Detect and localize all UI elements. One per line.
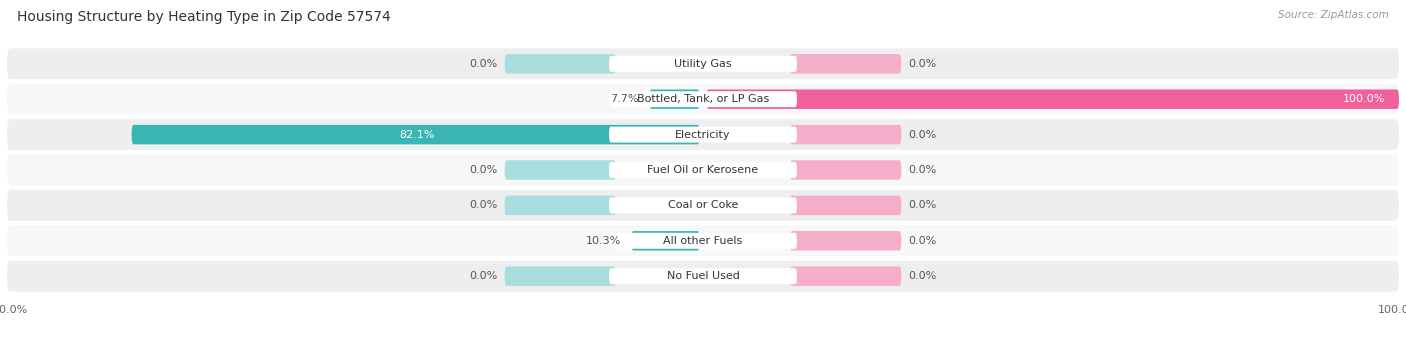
FancyBboxPatch shape bbox=[7, 225, 1399, 256]
Text: Housing Structure by Heating Type in Zip Code 57574: Housing Structure by Heating Type in Zip… bbox=[17, 10, 391, 24]
FancyBboxPatch shape bbox=[609, 56, 797, 72]
FancyBboxPatch shape bbox=[7, 119, 1399, 150]
FancyBboxPatch shape bbox=[609, 126, 797, 142]
FancyBboxPatch shape bbox=[7, 190, 1399, 221]
Text: 0.0%: 0.0% bbox=[908, 200, 936, 210]
Text: All other Fuels: All other Fuels bbox=[664, 236, 742, 246]
Text: Bottled, Tank, or LP Gas: Bottled, Tank, or LP Gas bbox=[637, 94, 769, 104]
Text: Utility Gas: Utility Gas bbox=[675, 59, 731, 69]
Text: 0.0%: 0.0% bbox=[470, 200, 498, 210]
Text: 0.0%: 0.0% bbox=[908, 165, 936, 175]
Text: No Fuel Used: No Fuel Used bbox=[666, 271, 740, 281]
FancyBboxPatch shape bbox=[790, 231, 901, 251]
Text: Electricity: Electricity bbox=[675, 130, 731, 140]
FancyBboxPatch shape bbox=[505, 267, 616, 286]
FancyBboxPatch shape bbox=[790, 195, 901, 215]
Text: 0.0%: 0.0% bbox=[470, 271, 498, 281]
Text: 100.0%: 100.0% bbox=[1343, 94, 1385, 104]
Text: 0.0%: 0.0% bbox=[908, 59, 936, 69]
FancyBboxPatch shape bbox=[7, 48, 1399, 79]
FancyBboxPatch shape bbox=[790, 267, 901, 286]
Text: 0.0%: 0.0% bbox=[470, 165, 498, 175]
FancyBboxPatch shape bbox=[609, 198, 797, 214]
Text: 0.0%: 0.0% bbox=[908, 271, 936, 281]
FancyBboxPatch shape bbox=[609, 162, 797, 178]
FancyBboxPatch shape bbox=[505, 54, 616, 73]
FancyBboxPatch shape bbox=[650, 89, 700, 109]
FancyBboxPatch shape bbox=[609, 233, 797, 249]
FancyBboxPatch shape bbox=[631, 231, 700, 251]
FancyBboxPatch shape bbox=[7, 261, 1399, 292]
FancyBboxPatch shape bbox=[790, 125, 901, 144]
Text: Fuel Oil or Kerosene: Fuel Oil or Kerosene bbox=[647, 165, 759, 175]
Text: 7.7%: 7.7% bbox=[610, 94, 638, 104]
FancyBboxPatch shape bbox=[790, 54, 901, 73]
Text: 0.0%: 0.0% bbox=[908, 236, 936, 246]
Text: 82.1%: 82.1% bbox=[399, 130, 434, 140]
FancyBboxPatch shape bbox=[132, 125, 700, 144]
FancyBboxPatch shape bbox=[7, 155, 1399, 185]
FancyBboxPatch shape bbox=[505, 160, 616, 180]
Text: Source: ZipAtlas.com: Source: ZipAtlas.com bbox=[1278, 10, 1389, 20]
Text: 0.0%: 0.0% bbox=[470, 59, 498, 69]
FancyBboxPatch shape bbox=[790, 160, 901, 180]
Text: Coal or Coke: Coal or Coke bbox=[668, 200, 738, 210]
FancyBboxPatch shape bbox=[609, 91, 797, 107]
FancyBboxPatch shape bbox=[609, 268, 797, 284]
FancyBboxPatch shape bbox=[706, 89, 1399, 109]
FancyBboxPatch shape bbox=[505, 195, 616, 215]
FancyBboxPatch shape bbox=[7, 84, 1399, 115]
Text: 10.3%: 10.3% bbox=[586, 236, 621, 246]
Text: 0.0%: 0.0% bbox=[908, 130, 936, 140]
